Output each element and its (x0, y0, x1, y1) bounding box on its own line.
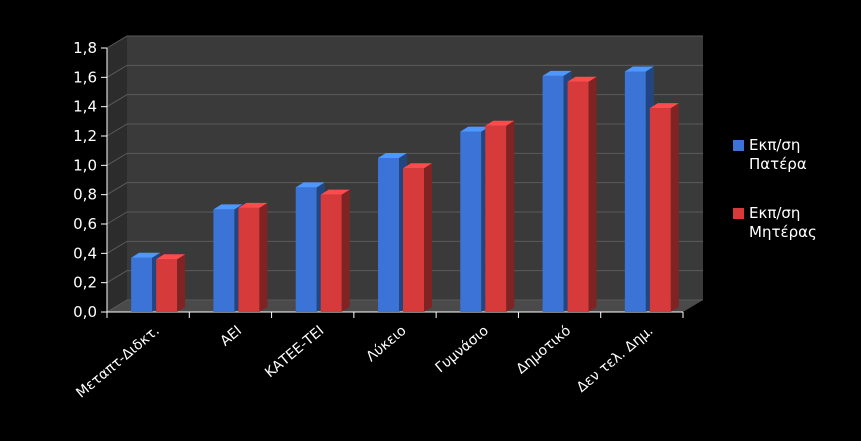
bar-side (588, 76, 597, 312)
bars (131, 66, 679, 312)
bar-side (424, 163, 432, 312)
bar-side (177, 254, 186, 312)
bar-front (378, 158, 399, 312)
bar (131, 252, 161, 312)
bar (295, 182, 325, 312)
bar-front (460, 131, 482, 312)
legend-label-line: Εκπ/ση (749, 136, 800, 154)
plot-side-wall (107, 36, 127, 312)
y-tick-label: 0,0 (73, 303, 97, 321)
x-category-label: Μεταπτ-Διδκτ. (73, 323, 162, 402)
bar-top (320, 189, 350, 195)
y-tick-label: 1,4 (73, 98, 97, 116)
bar (238, 202, 268, 312)
bar-front (131, 257, 153, 312)
legend-label: Εκπ/ση Μητέρας (749, 204, 817, 241)
y-tick-label: 0,2 (73, 274, 97, 292)
bar (403, 163, 432, 312)
bar (567, 76, 597, 312)
bar-top (624, 66, 654, 72)
y-tick-label: 1,2 (73, 127, 97, 145)
legend-item: Εκπ/ση Πατέρα (733, 136, 807, 173)
bar-top (213, 204, 243, 210)
bar-side (670, 103, 679, 312)
bar (213, 204, 243, 312)
bar-top (131, 252, 161, 258)
bar-front (156, 259, 178, 312)
bar-side (259, 202, 268, 312)
y-tick-label: 1,6 (73, 68, 97, 86)
gridline (106, 64, 703, 78)
bar (624, 66, 654, 312)
bar-top (485, 120, 515, 126)
bar (485, 120, 515, 312)
bar (542, 70, 572, 312)
x-category-label: ΑΕΙ (217, 323, 245, 350)
bar (320, 189, 350, 312)
bar-top (378, 153, 407, 158)
bar-top (238, 202, 268, 208)
bar-top (156, 254, 186, 260)
x-axis-labels: Μεταπτ-Διδκτ. ΑΕΙ ΚΑΤΕΕ-ΤΕΙ Λύκειο Γυμνάσιο Δ… (73, 323, 656, 402)
y-tick-label: 0,4 (73, 244, 97, 262)
bar-front (213, 209, 235, 312)
legend-swatch (733, 208, 744, 219)
bar-top (542, 70, 572, 76)
x-category-label: Λύκειο (363, 323, 409, 365)
y-tick-label: 0,6 (73, 215, 97, 233)
x-category-label: ΚΑΤΕΕ-ΤΕΙ (262, 323, 327, 381)
bar-front (320, 194, 342, 312)
bar-front (542, 75, 564, 312)
bar-side (506, 120, 515, 312)
legend-label-line: Εκπ/ση (749, 204, 800, 222)
bar-top (295, 182, 325, 188)
bar-top (460, 126, 490, 132)
bar-top (567, 76, 597, 82)
legend-label-line: Πατέρα (749, 155, 807, 173)
x-category-label: Δημοτικό (513, 323, 574, 378)
bar-side (341, 189, 350, 312)
legend-item: Εκπ/ση Μητέρας (733, 204, 817, 241)
y-tick-label: 1,0 (73, 156, 97, 174)
x-category-label: Γυμνάσιο (433, 323, 492, 376)
bar-front (403, 168, 424, 312)
y-tick-label: 0,8 (73, 186, 97, 204)
bar-front (567, 81, 589, 312)
gridline (106, 94, 703, 108)
gridline (106, 35, 703, 49)
y-tick-label: 1,8 (73, 39, 97, 57)
bar-top (403, 163, 432, 169)
legend-label-line: Μητέρας (749, 223, 817, 241)
bar (649, 103, 679, 312)
bar-top (649, 103, 679, 109)
bar-front (295, 187, 317, 312)
y-axis-ticks: 0,0 0,2 0,4 0,6 0,8 1,0 1,2 1,4 1,6 1,8 (73, 39, 97, 321)
bar (460, 126, 490, 312)
bar-front (649, 108, 671, 312)
x-category-label: Δεν τελ. Δημ. (574, 323, 657, 396)
bar (156, 254, 186, 312)
bar-front (485, 125, 507, 312)
bar (378, 153, 407, 312)
bar-front (238, 207, 260, 312)
legend-label: Εκπ/ση Πατέρα (749, 136, 807, 173)
legend-swatch (733, 140, 744, 151)
bar-front (624, 71, 646, 312)
